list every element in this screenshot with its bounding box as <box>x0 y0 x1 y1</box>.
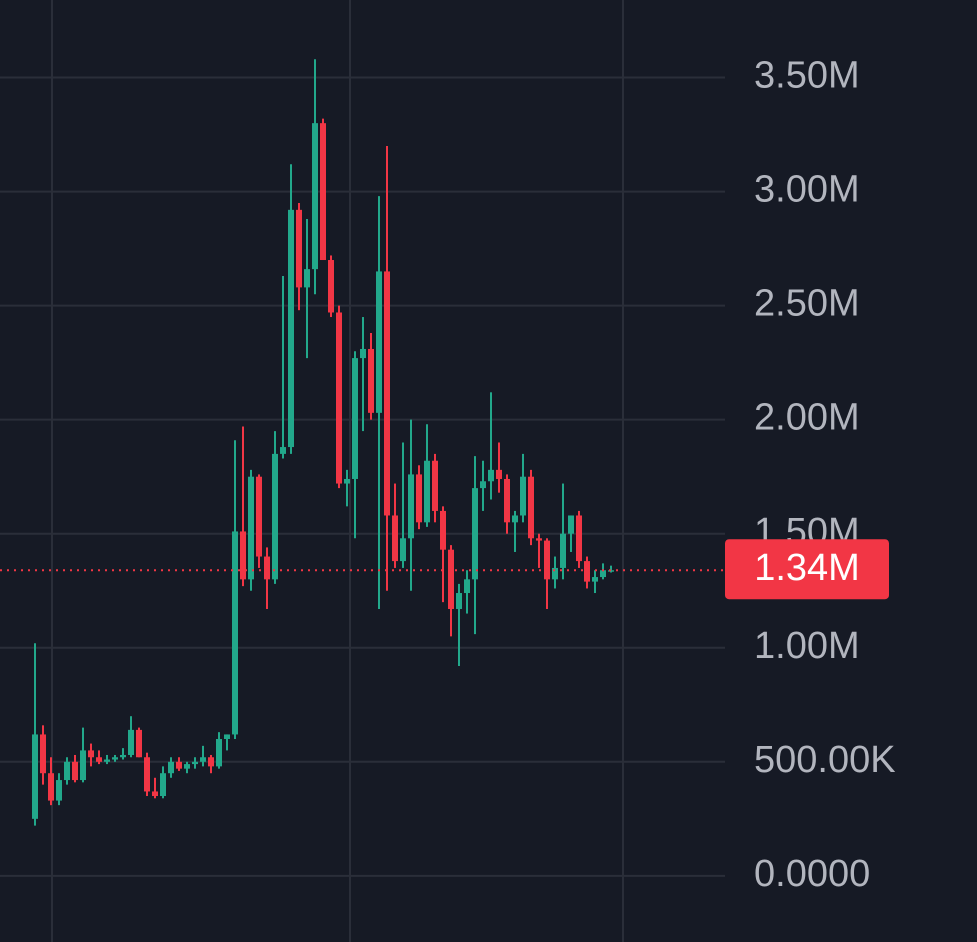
candle-body <box>416 474 422 523</box>
candle-body <box>456 593 462 609</box>
candle-body <box>64 761 70 781</box>
candle-body <box>520 476 526 516</box>
candle-body <box>336 312 342 484</box>
candle-body <box>368 348 374 413</box>
candle-body <box>392 515 398 562</box>
candle-body <box>528 476 534 539</box>
candle-body <box>552 567 558 580</box>
candle-body <box>208 757 214 767</box>
candle-body <box>424 460 430 523</box>
candle-body <box>432 460 438 511</box>
candle-body <box>112 757 118 760</box>
candle-body <box>160 773 166 797</box>
candle-body <box>400 538 406 562</box>
candle-body <box>544 540 550 580</box>
candle-body <box>480 481 486 489</box>
candle-body <box>192 761 198 765</box>
candle-body <box>288 209 294 448</box>
candle-body <box>360 348 366 359</box>
candle-body <box>256 476 262 557</box>
y-tick-label: 2.00M <box>754 397 860 439</box>
candle-body <box>600 570 606 578</box>
candle-body <box>584 561 590 582</box>
y-tick-label: 500.00K <box>754 739 896 781</box>
candle-body <box>32 734 38 819</box>
candle-body <box>200 757 206 762</box>
candle-body <box>280 447 286 454</box>
candle-body <box>88 750 94 758</box>
candle-body <box>328 260 334 313</box>
candle-body <box>80 750 86 781</box>
candle-body <box>536 538 542 541</box>
candle-body <box>560 533 566 568</box>
last-price-label: 1.34M <box>754 547 860 589</box>
last-price-tag <box>725 539 889 600</box>
candle-body <box>144 757 150 792</box>
candle-body <box>56 780 62 801</box>
candle-body <box>232 531 238 735</box>
candle-body <box>472 488 478 580</box>
candle-body <box>464 579 470 594</box>
candle-body <box>504 478 510 523</box>
candle-body <box>128 729 134 755</box>
y-tick-label: 3.00M <box>754 169 860 211</box>
candle-body <box>224 734 230 740</box>
candle-body <box>344 478 350 484</box>
candle-body <box>576 515 582 562</box>
candle-body <box>320 123 326 261</box>
candle-body <box>240 531 246 580</box>
candle-body <box>296 209 302 288</box>
candle-body <box>168 761 174 774</box>
candle-body <box>152 791 158 797</box>
candle-body <box>96 757 102 762</box>
candle-body <box>136 729 142 758</box>
candle-body <box>304 269 310 288</box>
candle-body <box>488 469 494 482</box>
candle-body <box>592 577 598 582</box>
candle-body <box>352 358 358 479</box>
y-tick-label: 0.0000 <box>754 853 870 895</box>
candle-body <box>48 773 54 801</box>
candle-body <box>408 474 414 539</box>
candle-body <box>264 556 270 580</box>
candle-body <box>184 764 190 769</box>
candle-body <box>248 476 254 580</box>
candle-body <box>104 759 110 762</box>
candle-body <box>376 271 382 413</box>
candle-body <box>440 510 446 550</box>
y-tick-label: 2.50M <box>754 283 860 325</box>
candle-body <box>40 734 46 774</box>
candle-body <box>120 754 126 758</box>
candle-body <box>216 739 222 767</box>
candle-body <box>496 469 502 479</box>
candle-body <box>312 123 318 270</box>
candle-body <box>176 761 182 769</box>
y-tick-label: 1.00M <box>754 625 860 667</box>
candle-body <box>384 271 390 516</box>
candle-body <box>512 515 518 523</box>
candle-body <box>568 515 574 534</box>
y-tick-label: 3.50M <box>754 55 860 97</box>
candle-body <box>448 549 454 609</box>
candle-body <box>72 761 78 781</box>
candle-body <box>272 453 278 580</box>
